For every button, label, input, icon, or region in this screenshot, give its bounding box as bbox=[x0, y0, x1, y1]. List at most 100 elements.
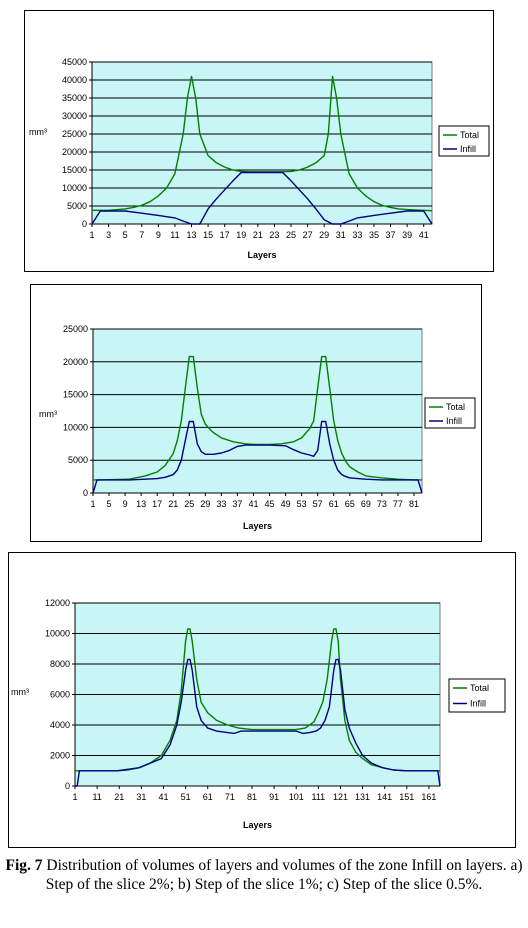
chart-c-x-tick-label: 131 bbox=[355, 792, 370, 802]
chart-c-y-tick-label: 4000 bbox=[50, 720, 70, 730]
chart-a-x-tick-label: 37 bbox=[386, 230, 396, 240]
chart-b-x-tick-label: 81 bbox=[409, 499, 419, 509]
chart-a-x-tick-label: 31 bbox=[336, 230, 346, 240]
chart-panel-a: 0 5000 10000 15000 20000 25000 30000 35000 40000… bbox=[24, 10, 494, 272]
chart-c-x-tick-label: 71 bbox=[225, 792, 235, 802]
chart-b-y-tick-label: 15000 bbox=[63, 390, 88, 400]
chart-a-x-tick-label: 41 bbox=[419, 230, 429, 240]
chart-a-x-tick-label: 9 bbox=[156, 230, 161, 240]
chart-a-y-tick-label: 25000 bbox=[62, 129, 87, 139]
chart-c-x-tick-label: 111 bbox=[311, 792, 325, 802]
chart-c-series-infill-line bbox=[75, 658, 441, 787]
chart-a-x-tick-label: 23 bbox=[269, 230, 279, 240]
chart-c-x-tick-label: 61 bbox=[203, 792, 213, 802]
chart-a-y-tick-label: 15000 bbox=[62, 165, 87, 175]
chart-c-x-tick-label: 101 bbox=[289, 792, 304, 802]
chart-a-y-tick-label: 10000 bbox=[62, 183, 87, 193]
chart-b-x-tick-label: 45 bbox=[265, 499, 275, 509]
caption-label: Fig. 7 bbox=[5, 857, 43, 874]
chart-b-x-tick-label: 41 bbox=[248, 499, 258, 509]
chart-c-y-axis-label: mm³ bbox=[11, 687, 29, 697]
chart-a-legend-label-total: Total bbox=[460, 130, 479, 140]
chart-a-x-axis-label: Layers bbox=[247, 250, 276, 260]
figure-caption: Fig. 7 Distribution of volumes of layers… bbox=[0, 856, 528, 894]
chart-a-y-tick-label: 45000 bbox=[62, 57, 87, 67]
chart-a-plot-area bbox=[91, 61, 433, 225]
chart-a-y-axis-label: mm³ bbox=[29, 127, 47, 137]
chart-a-legend bbox=[438, 125, 490, 157]
chart-a-y-tick-label: 35000 bbox=[62, 93, 87, 103]
chart-c-legend-label-total: Total bbox=[470, 683, 489, 693]
chart-c-x-tick-label: 31 bbox=[136, 792, 146, 802]
chart-b-x-tick-label: 65 bbox=[345, 499, 355, 509]
chart-a-x-tick-label: 3 bbox=[106, 230, 111, 240]
chart-c-x-tick-label: 151 bbox=[399, 792, 414, 802]
chart-c-x-tick-label: 141 bbox=[377, 792, 392, 802]
chart-c-y-tick-label: 8000 bbox=[50, 659, 70, 669]
chart-b-plot-area bbox=[92, 328, 423, 494]
chart-panel-b: 0 5000 10000 15000 20000 25000 1 5 9 13 17 21 25 29 33… bbox=[30, 284, 482, 542]
chart-panel-c: 0 2000 4000 6000 8000 10000 12000 1 11 21 31 41 51 61… bbox=[8, 552, 516, 848]
chart-b-y-tick-label: 25000 bbox=[63, 324, 88, 334]
chart-b-x-tick-label: 1 bbox=[90, 499, 95, 509]
chart-a-x-tick-label: 21 bbox=[253, 230, 263, 240]
chart-b-x-tick-label: 37 bbox=[232, 499, 242, 509]
chart-a-x-tick-label: 35 bbox=[369, 230, 379, 240]
chart-c-y-tick-label: 6000 bbox=[50, 690, 70, 700]
chart-b-x-tick-label: 57 bbox=[313, 499, 323, 509]
chart-c-y-tick-label: 2000 bbox=[50, 751, 70, 761]
chart-c-x-tick-label: 121 bbox=[333, 792, 348, 802]
chart-b-x-tick-label: 61 bbox=[329, 499, 339, 509]
chart-b-series-infill-line bbox=[92, 420, 423, 494]
chart-c-x-tick-label: 81 bbox=[247, 792, 257, 802]
chart-c-y-tick-label: 0 bbox=[65, 781, 70, 791]
chart-b-x-tick-label: 53 bbox=[297, 499, 307, 509]
chart-a-x-tick-label: 33 bbox=[352, 230, 362, 240]
chart-a-x-tick-label: 13 bbox=[187, 230, 197, 240]
chart-b-x-tick-label: 17 bbox=[152, 499, 162, 509]
caption-text: Distribution of volumes of layers and vo… bbox=[42, 857, 523, 893]
chart-b-x-tick-label: 69 bbox=[361, 499, 371, 509]
chart-a-x-tick-label: 39 bbox=[402, 230, 412, 240]
chart-a-x-tick-label: 25 bbox=[286, 230, 296, 240]
chart-c-series-total-line bbox=[75, 628, 440, 772]
chart-b-legend bbox=[424, 397, 476, 429]
chart-a: 0 5000 10000 15000 20000 25000 30000 35000 40000… bbox=[29, 57, 490, 260]
chart-c-legend bbox=[448, 678, 506, 713]
chart-b-y-tick-label: 10000 bbox=[63, 422, 88, 432]
chart-a-x-tick-label: 27 bbox=[303, 230, 313, 240]
chart-a-y-tick-label: 30000 bbox=[62, 111, 87, 121]
chart-a-y-tick-label: 5000 bbox=[67, 201, 87, 211]
chart-b-x-tick-label: 9 bbox=[123, 499, 128, 509]
chart-c-x-tick-label: 21 bbox=[114, 792, 124, 802]
chart-b-x-tick-label: 21 bbox=[168, 499, 178, 509]
chart-b-x-tick-label: 25 bbox=[184, 499, 194, 509]
chart-b-x-tick-label: 29 bbox=[200, 499, 210, 509]
chart-c-x-tick-label: 1 bbox=[72, 792, 77, 802]
chart-c-x-tick-label: 51 bbox=[181, 792, 191, 802]
chart-b-y-tick-label: 0 bbox=[83, 488, 88, 498]
chart-a-y-tick-label: 20000 bbox=[62, 147, 87, 157]
chart-a-x-tick-label: 5 bbox=[123, 230, 128, 240]
chart-a-legend-label-infill: Infill bbox=[460, 144, 476, 154]
chart-b: 0 5000 10000 15000 20000 25000 1 5 9 13 17 21 25 29 33… bbox=[39, 324, 476, 531]
chart-c-x-tick-label: 91 bbox=[269, 792, 279, 802]
chart-a-series-infill-line bbox=[91, 171, 433, 225]
chart-b-x-tick-label: 77 bbox=[393, 499, 403, 509]
chart-c-y-tick-label: 12000 bbox=[45, 598, 70, 608]
chart-c-legend-label-infill: Infill bbox=[470, 699, 486, 709]
chart-a-x-tick-label: 29 bbox=[319, 230, 329, 240]
chart-a-x-tick-label: 17 bbox=[220, 230, 230, 240]
chart-c-x-tick-label: 11 bbox=[92, 792, 101, 802]
chart-b-y-axis-label: mm³ bbox=[39, 409, 57, 419]
chart-a-x-tick-label: 1 bbox=[89, 230, 94, 240]
chart-a-x-tick-label: 15 bbox=[203, 230, 213, 240]
chart-b-x-tick-label: 49 bbox=[281, 499, 291, 509]
chart-a-y-tick-label: 40000 bbox=[62, 75, 87, 85]
chart-b-x-tick-label: 33 bbox=[216, 499, 226, 509]
chart-b-x-tick-label: 13 bbox=[136, 499, 146, 509]
chart-b-x-axis-label: Layers bbox=[243, 521, 272, 531]
chart-b-x-tick-label: 5 bbox=[107, 499, 112, 509]
chart-b-legend-label-total: Total bbox=[446, 402, 465, 412]
